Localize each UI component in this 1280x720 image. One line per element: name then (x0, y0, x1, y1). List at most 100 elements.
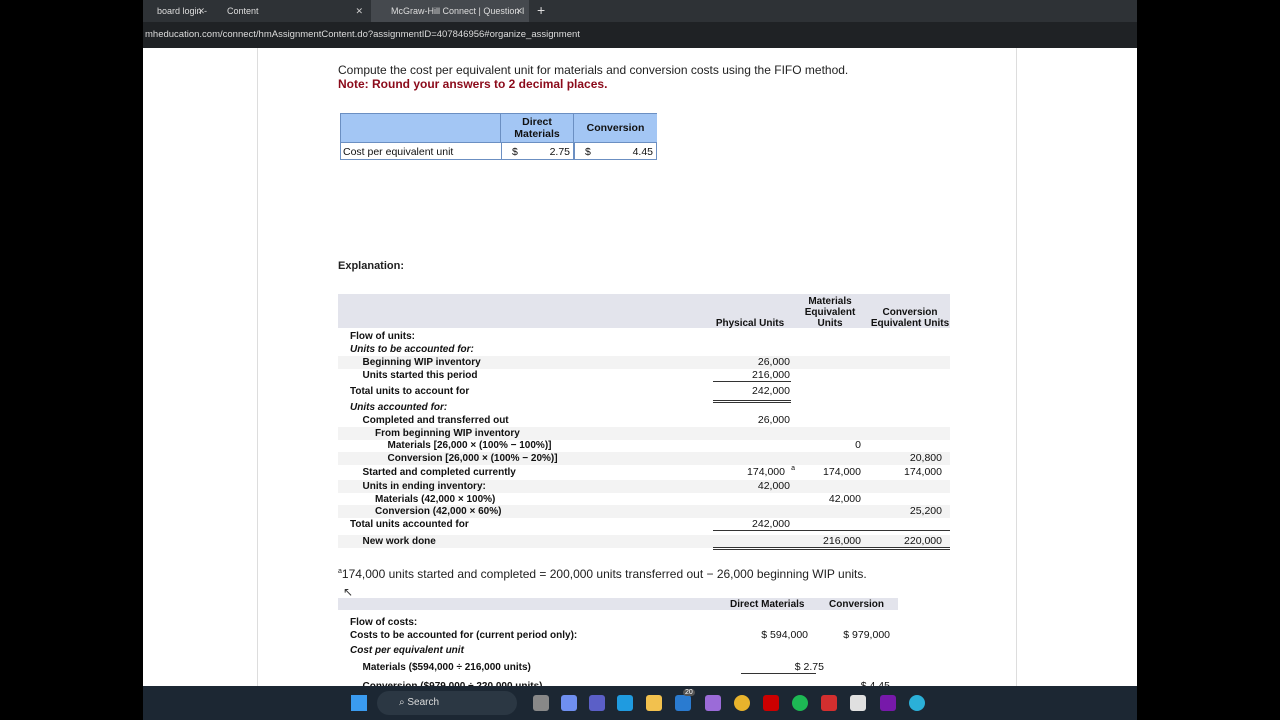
table-row: Total units accounted for 242,000 (338, 518, 950, 531)
app-icon[interactable] (675, 695, 691, 711)
tab[interactable]: Content ✕ (213, 0, 369, 22)
row-label: Units in ending inventory: (362, 481, 486, 492)
row-label: Materials ($594,000 ÷ 216,000 units) (362, 662, 531, 673)
table-row: Completed and transferred out 26,000 (338, 414, 950, 427)
row-label: Cost per equivalent unit (350, 645, 464, 656)
table-row: Units accounted for: (338, 401, 950, 414)
row-label: Started and completed currently (362, 467, 516, 478)
row-label: Completed and transferred out (362, 415, 509, 426)
app-icon[interactable] (533, 695, 549, 711)
cell: 0 (855, 439, 861, 451)
row-label: Total units to account for (350, 386, 470, 397)
column-header: Materials Equivalent Units (804, 296, 856, 329)
row-label: From beginning WIP inventory (375, 428, 520, 439)
table-row: Flow of units: (338, 330, 950, 343)
table-row: Conversion (42,000 × 60%) 25,200 (338, 505, 950, 518)
cell: 220,000 (904, 535, 942, 547)
input[interactable]: $2.75 (501, 142, 574, 160)
tab[interactable]: McGraw-Hill Connect | Question I ✕ (371, 0, 529, 22)
app-icon[interactable] (617, 695, 633, 711)
app-icon[interactable] (763, 695, 779, 711)
cell: 25,200 (909, 505, 942, 517)
taskbar: ⌕ Search 20 (143, 686, 1137, 720)
row-label: Flow of units: (350, 331, 415, 342)
cell: 242,000 (752, 385, 790, 397)
cell: 26,000 (757, 414, 790, 426)
search-box[interactable]: ⌕ Search (377, 691, 517, 715)
app-icon[interactable] (792, 695, 808, 711)
currency: $ (585, 146, 591, 158)
badge: 20 (683, 689, 695, 696)
app-icon[interactable] (561, 695, 577, 711)
table-row: Units to be accounted for: (338, 343, 950, 356)
cell: $ 2.75 (794, 661, 824, 673)
page-content: Compute the cost per equivalent unit for… (143, 48, 1137, 686)
rule (713, 547, 950, 548)
cell: 42,000 (757, 480, 790, 492)
app-icon[interactable] (734, 695, 750, 711)
table-row: From beginning WIP inventory (338, 427, 950, 440)
header-cell (341, 114, 501, 142)
cell: 26,000 (757, 356, 790, 368)
app-icon[interactable] (909, 695, 925, 711)
app-icon[interactable] (646, 695, 662, 711)
header-band (338, 294, 950, 328)
border (1016, 48, 1017, 686)
footnote: a174,000 units started and completed = 2… (338, 567, 867, 581)
table-row: Materials ($594,000 ÷ 216,000 units) $ 2.… (338, 661, 898, 674)
cell: 216,000 (823, 535, 861, 547)
url: mheducation.com/connect/hmAssignmentCont… (145, 29, 580, 40)
row-label: Conversion [26,000 × (100% − 20%)] (387, 453, 558, 464)
table-row: Cost per equivalent unit (338, 644, 898, 657)
table-row: Flow of costs: (338, 616, 898, 629)
start-button[interactable] (351, 695, 367, 711)
cell: 174,000 (823, 466, 861, 478)
input[interactable]: $4.45 (574, 142, 657, 160)
question: Compute the cost per equivalent unit for… (338, 63, 849, 77)
app-icon[interactable] (850, 695, 866, 711)
new-tab[interactable]: + (537, 2, 546, 18)
footnote-marker: a (791, 465, 795, 472)
table-row: Materials [26,000 × (100% − 100%)] 0 (338, 439, 950, 452)
address-bar[interactable]: mheducation.com/connect/hmAssignmentCont… (143, 22, 1137, 48)
row-label: Flow of costs: (350, 617, 418, 628)
footnote-marker: a (338, 568, 342, 575)
column-header: Physical Units (715, 318, 785, 329)
header-cell: Conversion (574, 114, 657, 142)
row-label: Units started this period (362, 370, 478, 381)
app-icon[interactable] (705, 695, 721, 711)
table-row: Units started this period 216,000 (338, 369, 950, 382)
header-cell: Direct Materials (501, 114, 574, 142)
cell: 174,000 (904, 466, 942, 478)
tab-title: board login - (157, 6, 208, 16)
cell: 174,000 (747, 466, 785, 478)
rule (713, 549, 950, 550)
column-header: Conversion (829, 599, 885, 610)
row-label: Materials [26,000 × (100% − 100%)] (387, 440, 552, 451)
tab[interactable]: board login - ✕ (143, 0, 211, 22)
footnote-text: 174,000 units started and completed = 20… (341, 567, 867, 581)
column-header: Direct Materials (730, 599, 805, 610)
row-label: Units accounted for: (350, 402, 448, 413)
cell: 20,800 (909, 452, 942, 464)
answer-table: Direct Materials Conversion Cost per equ… (340, 113, 657, 160)
table-row: Costs to be accounted for (current perio… (338, 629, 898, 642)
row-label: Conversion (42,000 × 60%) (375, 506, 502, 517)
table-row: Started and completed currently 174,000 17… (338, 465, 950, 479)
app-icon[interactable] (589, 695, 605, 711)
cursor: ↖ (343, 585, 354, 599)
rule (713, 381, 791, 382)
answer: 2.75 (549, 146, 570, 158)
rule (713, 400, 791, 401)
cell: $ 594,000 (761, 629, 808, 641)
cell: $ 4.45 (860, 680, 890, 686)
column-header: Conversion Equivalent Units (870, 307, 950, 329)
app-icon[interactable] (821, 695, 837, 711)
row-label: Cost per equivalent unit (341, 142, 501, 160)
row-label: New work done (362, 536, 436, 547)
app-icon[interactable] (880, 695, 896, 711)
tab-bar: board login - ✕ Content ✕ McGraw-Hill Conn… (143, 0, 1137, 22)
cell: 216,000 (752, 369, 790, 381)
tab-title: Content (227, 6, 259, 16)
